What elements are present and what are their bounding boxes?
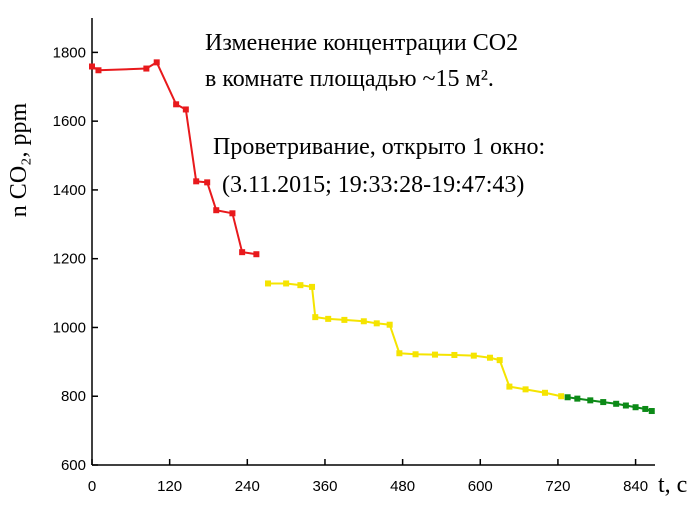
data-point (153, 59, 160, 66)
data-point (648, 408, 655, 415)
data-point (506, 383, 513, 390)
x-tick-label: 0 (88, 478, 96, 495)
x-axis-label: t, c (658, 472, 687, 498)
data-point (541, 389, 548, 396)
data-point (600, 399, 607, 406)
data-point (613, 400, 620, 407)
data-point (89, 63, 95, 70)
data-point (587, 397, 594, 404)
data-point (213, 207, 220, 214)
data-point (173, 101, 180, 108)
series-line (268, 282, 562, 398)
data-point (632, 404, 639, 411)
y-axis-label: n CO₂, ppm (6, 102, 32, 217)
x-tick-label: 120 (157, 478, 182, 495)
series-line (91, 60, 257, 256)
data-point (396, 350, 403, 357)
data-point (283, 280, 290, 287)
annotation: Изменение концентрации CO2 (205, 30, 518, 56)
data-point (373, 320, 380, 327)
x-tick-label: 480 (390, 478, 415, 495)
y-tick-label: 1200 (53, 251, 86, 268)
data-point (204, 179, 211, 186)
x-tick-label: 720 (545, 478, 570, 495)
y-tick-label: 1000 (53, 319, 86, 336)
data-point (496, 357, 503, 364)
data-point (325, 315, 332, 322)
data-point (360, 318, 367, 325)
data-point (522, 386, 529, 393)
y-tick-label: 1600 (53, 113, 86, 130)
annotation: Проветривание, открыто 1 окно: (213, 134, 545, 160)
x-tick-label: 240 (235, 478, 260, 495)
annotation: (3.11.2015; 19:33:28-19:47:43) (222, 172, 524, 198)
x-tick-label: 840 (623, 478, 648, 495)
data-point (229, 210, 236, 217)
data-point (265, 280, 272, 287)
data-point (297, 282, 304, 289)
x-tick-label: 360 (312, 478, 337, 495)
data-point (412, 351, 419, 358)
data-point (95, 67, 102, 74)
data-point (486, 354, 493, 361)
data-point (309, 283, 316, 290)
y-tick-label: 600 (61, 457, 86, 474)
data-point (182, 106, 189, 113)
data-point (574, 395, 581, 402)
data-point (341, 316, 348, 323)
data-point (642, 405, 649, 412)
data-point (253, 251, 260, 258)
annotation: в комнате площадью ~15 м². (205, 66, 494, 92)
data-point (470, 352, 477, 359)
x-tick-label: 600 (468, 478, 493, 495)
data-point (431, 351, 438, 358)
data-point (622, 402, 629, 409)
data-point (312, 314, 319, 321)
data-point (239, 249, 246, 256)
data-point (386, 321, 393, 328)
data-point (451, 351, 458, 358)
data-point (143, 65, 150, 72)
data-point (564, 394, 571, 401)
y-tick-label: 800 (61, 388, 86, 405)
y-tick-label: 1400 (53, 182, 86, 199)
data-point (558, 393, 565, 400)
y-tick-label: 1800 (53, 44, 86, 61)
data-point (193, 178, 200, 185)
